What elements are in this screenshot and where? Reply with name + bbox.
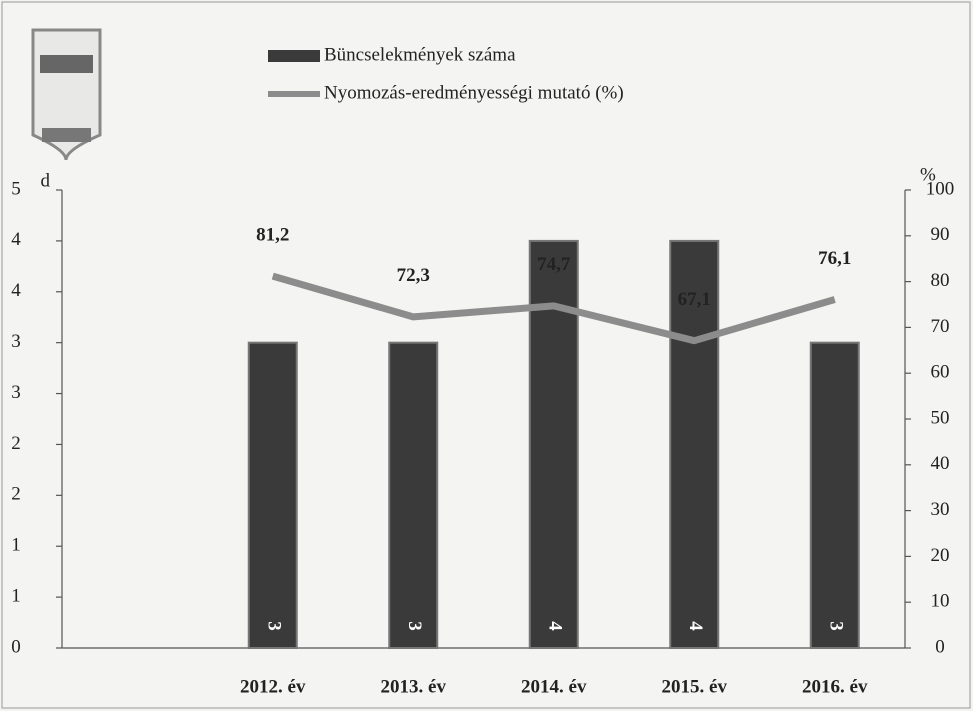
y-tick-label: 3	[11, 382, 21, 403]
y2-tick-label: 100	[926, 178, 955, 199]
bar	[530, 241, 578, 648]
bar-value-label: 4	[685, 621, 706, 631]
x-tick-label: 2014. év	[521, 676, 587, 697]
bar	[249, 343, 297, 648]
bar-value-label: 3	[404, 621, 425, 631]
line-value-label: 81,2	[256, 224, 289, 245]
y2-tick-label: 0	[935, 636, 945, 657]
y-axis-label: d	[41, 170, 51, 191]
legend-label: Büncselekmények száma	[324, 44, 516, 65]
bar	[811, 343, 859, 648]
x-tick-label: 2012. év	[240, 676, 306, 697]
y-tick-label: 4	[11, 229, 21, 250]
bar-value-label: 3	[825, 621, 846, 631]
y-tick-label: 5	[11, 178, 21, 199]
y2-tick-label: 40	[931, 453, 950, 474]
y-tick-label: 1	[11, 535, 21, 556]
y2-tick-label: 50	[931, 407, 950, 428]
y-tick-label: 2	[11, 433, 21, 454]
y-tick-label: 3	[11, 331, 21, 352]
y2-tick-label: 80	[931, 270, 950, 291]
x-tick-label: 2015. év	[662, 676, 728, 697]
y2-tick-label: 70	[931, 316, 950, 337]
logo	[33, 30, 100, 160]
legend-label: Nyomozás-eredményességi mutató (%)	[324, 82, 624, 103]
y-tick-label: 0	[11, 636, 21, 657]
x-tick-label: 2013. év	[381, 676, 447, 697]
bar	[389, 343, 437, 648]
page: d % 011223344501020304050607080901002012…	[0, 0, 973, 711]
y2-tick-label: 10	[931, 591, 950, 612]
y2-tick-label: 60	[931, 362, 950, 383]
bar-value-label: 4	[544, 621, 565, 631]
line-value-label: 76,1	[818, 248, 851, 269]
line-value-label: 74,7	[537, 254, 571, 275]
y-tick-label: 4	[11, 280, 21, 301]
bar-value-label: 3	[263, 621, 284, 631]
y2-tick-label: 90	[931, 224, 950, 245]
y2-tick-label: 20	[931, 545, 950, 566]
y-tick-label: 1	[11, 585, 21, 606]
chart: d % 011223344501020304050607080901002012…	[0, 0, 973, 711]
line-value-label: 67,1	[678, 289, 711, 310]
y-tick-label: 2	[11, 484, 21, 505]
y2-tick-label: 30	[931, 499, 950, 520]
x-tick-label: 2016. év	[802, 676, 868, 697]
line-value-label: 72,3	[397, 265, 430, 286]
legend-swatch	[268, 50, 320, 62]
